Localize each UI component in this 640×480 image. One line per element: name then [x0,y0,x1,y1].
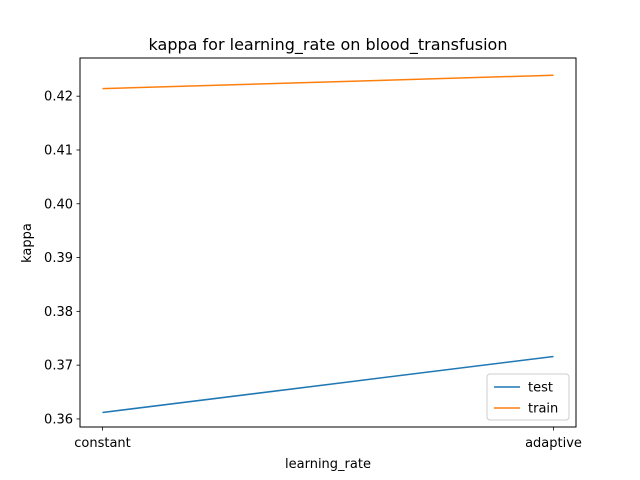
x-tick-label: constant [74,436,131,451]
y-tick-label: 0.42 [44,90,73,105]
plot-area [80,58,576,427]
x-tick-label: adaptive [525,436,582,451]
y-axis-ticks: 0.36 0.37 0.38 0.39 0.40 0.41 0.42 [44,90,80,427]
legend-label-train: train [528,402,558,417]
series-lines [102,74,554,414]
series-line-train [102,74,554,90]
y-tick-label: 0.39 [44,251,73,266]
y-tick-label: 0.40 [44,197,73,212]
y-tick-label: 0.41 [44,143,73,158]
series-line-test [102,355,554,414]
y-tick-label: 0.37 [44,359,73,374]
plot-frame [79,57,577,428]
y-tick-label: 0.36 [44,412,73,427]
x-axis-ticks: constant adaptive [74,427,582,451]
y-tick-label: 0.38 [44,305,73,320]
legend-label-test: test [528,381,553,396]
legend: test train [486,373,570,421]
y-axis-label: kappa [20,223,35,263]
x-axis-label: learning_rate [285,457,371,472]
chart-title: kappa for learning_rate on blood_transfu… [149,35,508,55]
